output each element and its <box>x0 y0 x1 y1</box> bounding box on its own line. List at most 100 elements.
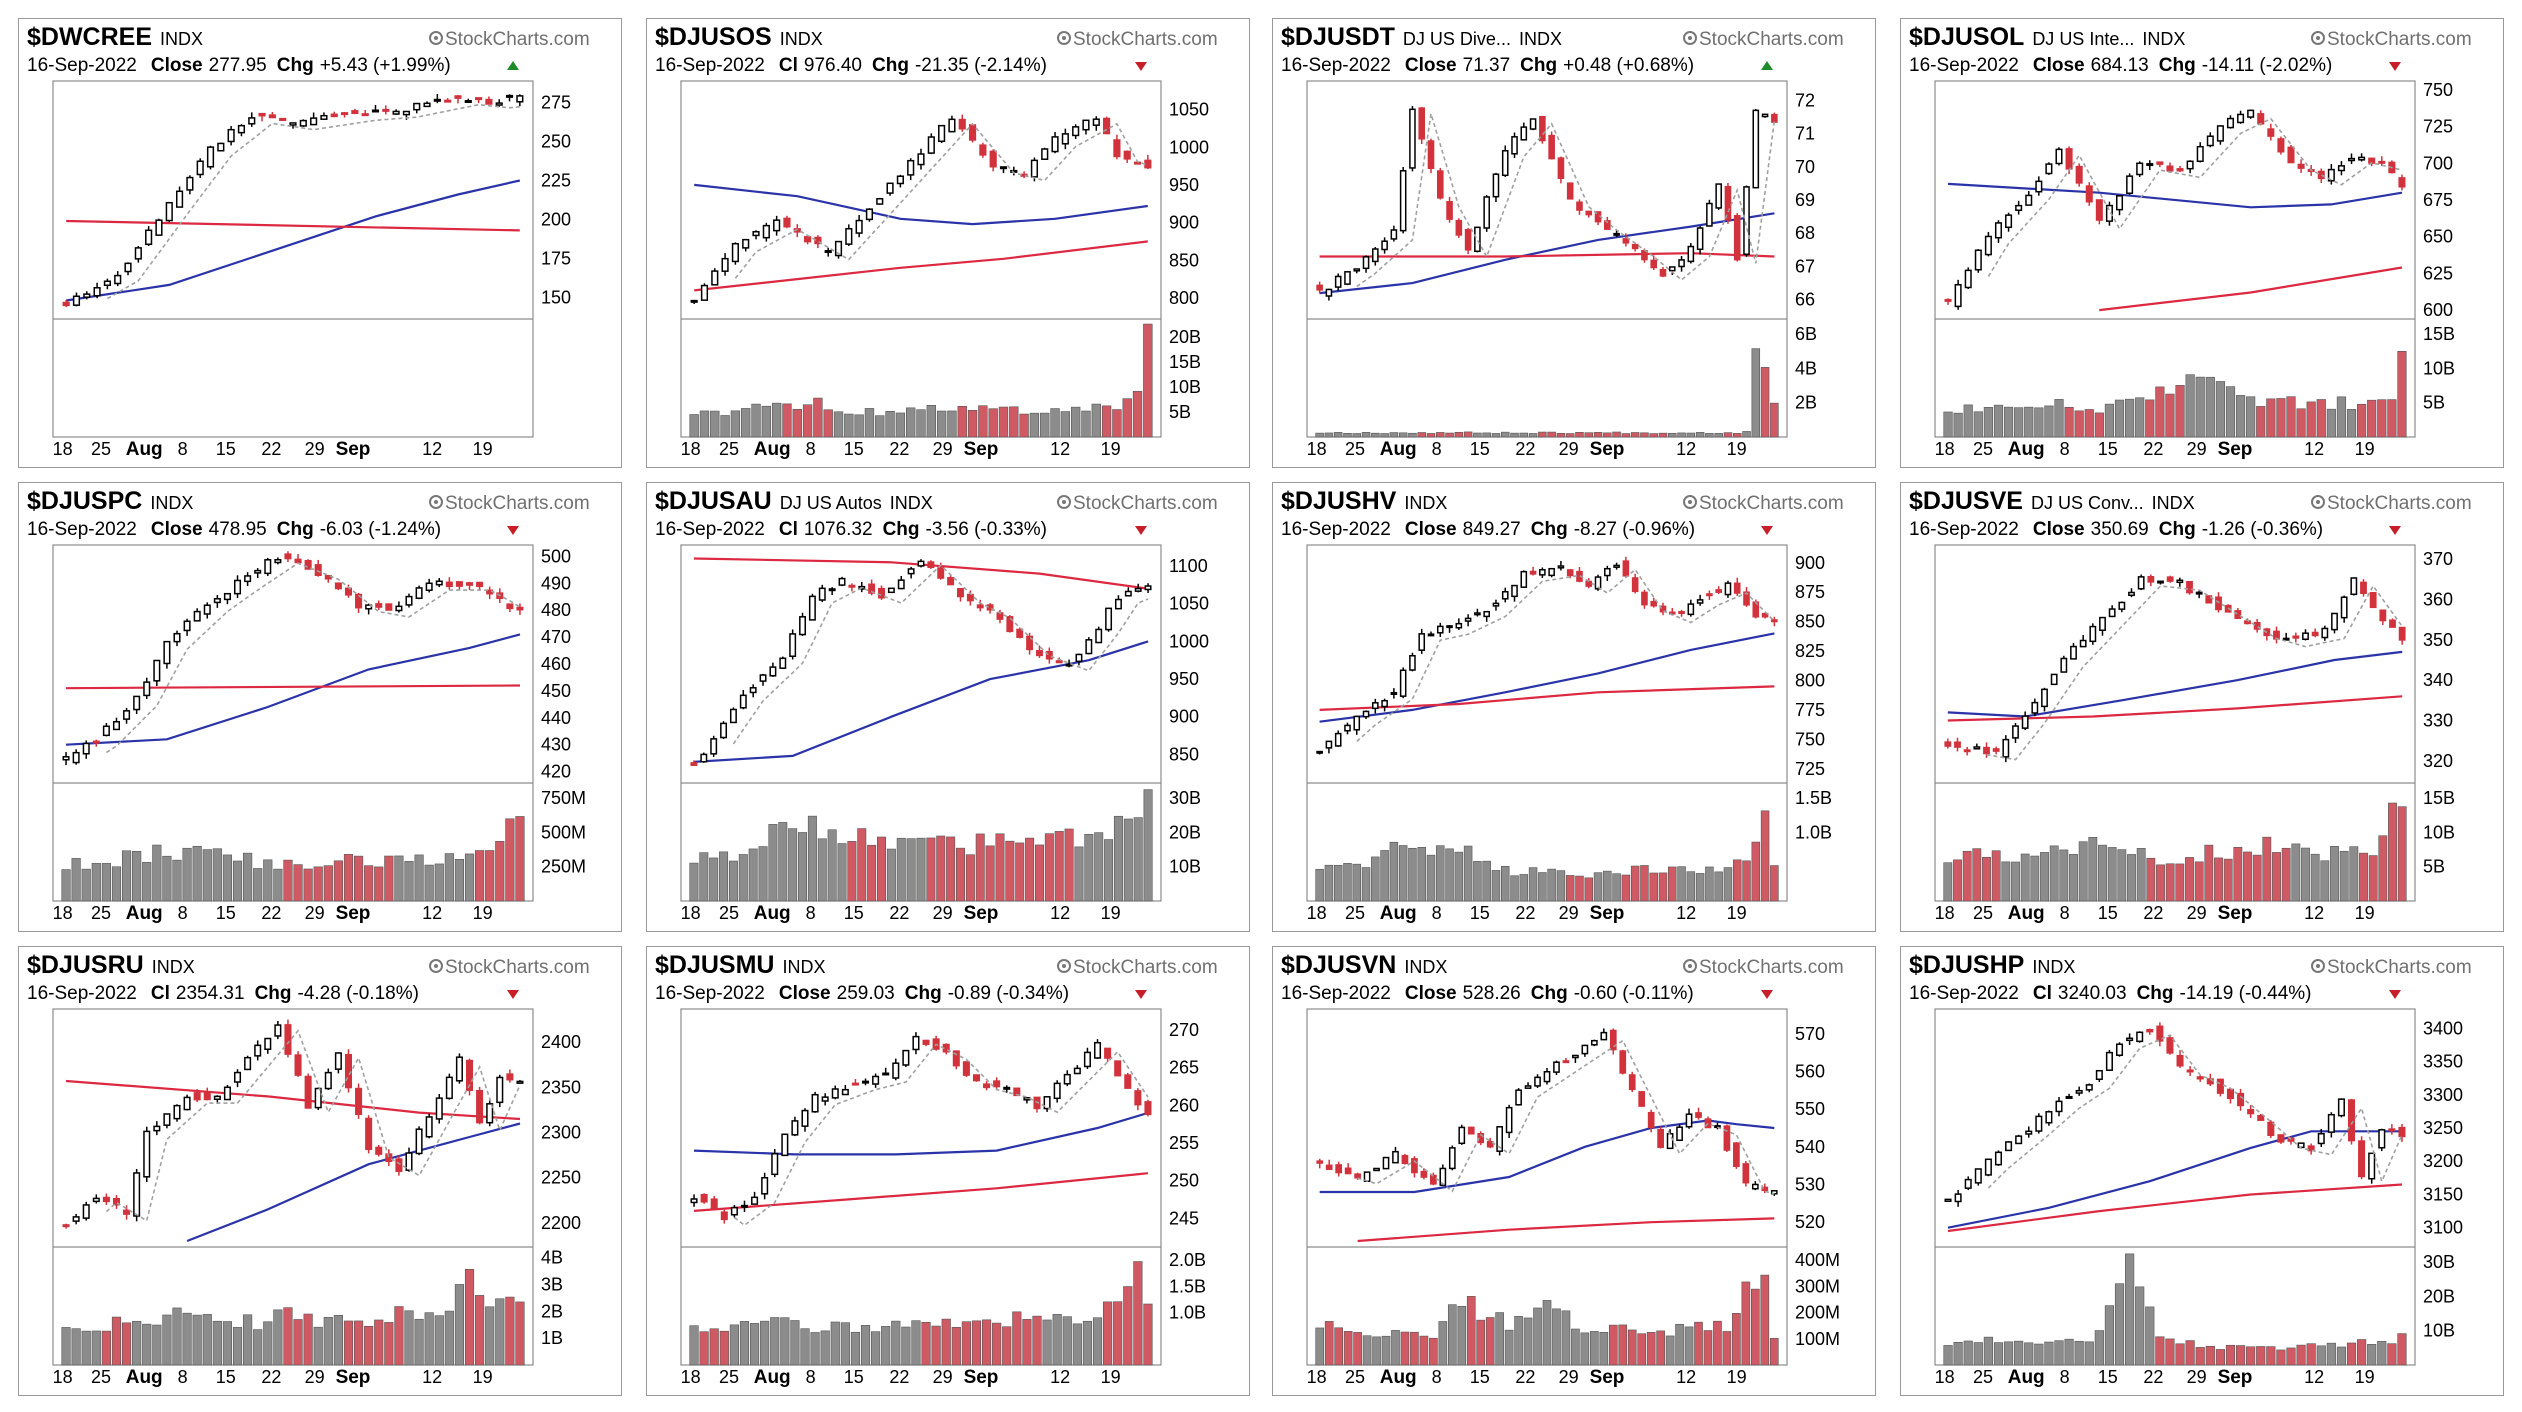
chart-panel-djusos[interactable]: $DJUSOS INDX StockCharts.com 16-Sep-2022 Cl 9… <box>646 18 1250 468</box>
volume-bar <box>333 1315 343 1366</box>
chart-panel-djushp[interactable]: $DJUSHP INDX StockCharts.com 16-Sep-2022 Cl 3… <box>1900 946 2504 1396</box>
chart-panel-djusdt[interactable]: $DJUSDT DJ US Dive... INDX StockCharts.com 1… <box>1272 18 1876 468</box>
index-name: DJ US Dive... <box>1403 29 1511 49</box>
price-tick-label: 69 <box>1795 190 1815 210</box>
volume-bar <box>1973 1342 1983 1366</box>
candle-body <box>93 287 101 297</box>
volume-bar <box>1400 1331 1410 1366</box>
volume-bar <box>955 847 965 902</box>
watermark-logo-dot <box>2316 36 2320 40</box>
candle-body <box>999 166 1008 170</box>
candle-body <box>690 762 698 766</box>
chart-panel-djuspc[interactable]: $DJUSPC INDX StockCharts.com 16-Sep-2022 Clo… <box>18 482 622 932</box>
candle-body <box>155 219 163 236</box>
volume-bar <box>699 410 710 438</box>
candle-body <box>1678 259 1685 268</box>
volume-bar <box>741 408 751 438</box>
volume-bar <box>895 412 906 438</box>
candle-body <box>206 146 215 168</box>
volume-bar <box>1547 868 1556 902</box>
volume-bar <box>2135 397 2145 438</box>
price-tick-label: 950 <box>1169 669 1199 689</box>
candle-body <box>1650 259 1658 269</box>
volume-bar <box>2310 853 2320 902</box>
volume-bar <box>936 410 947 438</box>
plot-frame <box>680 80 1162 438</box>
x-axis-label: 19 <box>2355 903 2375 923</box>
candle-body <box>1124 590 1132 597</box>
candle-body <box>193 610 201 622</box>
chart-panel-djusve[interactable]: $DJUSVE DJ US Conv... INDX StockCharts.com 1… <box>1900 482 2504 932</box>
price-tick-label: 265 <box>1169 1058 1199 1078</box>
candle-body <box>2045 1111 2053 1124</box>
volume-tick-label: 2.0B <box>1169 1250 1206 1270</box>
volume-bar <box>1649 872 1658 902</box>
volume-bar <box>995 833 1005 902</box>
volume-bar <box>182 847 192 902</box>
volume-bar <box>1760 810 1770 902</box>
candle-body <box>304 559 312 570</box>
volume-bar <box>1485 1317 1495 1366</box>
candle-body <box>1687 603 1695 616</box>
volume-bar <box>1333 432 1343 438</box>
candle-body <box>1362 256 1370 270</box>
candle-body <box>1373 1167 1380 1172</box>
x-axis-label: 29 <box>1559 1367 1579 1387</box>
volume-bar <box>1094 832 1104 902</box>
volume-bar <box>2214 857 2223 902</box>
price-tick-label: 900 <box>1169 707 1199 727</box>
volume-bar <box>788 828 798 902</box>
candle-body <box>274 558 282 564</box>
candle-body <box>749 687 757 694</box>
candle-body <box>2311 631 2319 637</box>
candle-body <box>114 274 122 285</box>
candle-body <box>1761 1186 1769 1192</box>
chart-panel-djusmu[interactable]: $DJUSMU INDX StockCharts.com 16-Sep-2022 Clo… <box>646 946 1250 1396</box>
candle-body <box>2379 609 2387 622</box>
candle-body <box>2244 620 2251 625</box>
candles <box>1316 1028 1778 1196</box>
chart-panel-djusvn[interactable]: $DJUSVN INDX StockCharts.com 16-Sep-2022 Clo… <box>1272 946 1876 1396</box>
volume-bar <box>2135 1286 2145 1366</box>
candle-body <box>425 582 433 592</box>
volume-bar <box>720 415 730 438</box>
x-axis-label: 29 <box>2187 1367 2207 1387</box>
candle-body <box>2358 1140 2366 1178</box>
candle-body <box>979 144 987 156</box>
candle-body <box>1724 582 1732 596</box>
candle-body <box>922 1039 930 1045</box>
x-axis-label: 8 <box>1432 1367 1442 1387</box>
change-label: Chg <box>872 55 909 76</box>
x-axis-label: 18 <box>53 439 73 459</box>
volume-bar <box>850 1331 861 1366</box>
volume-bar <box>1398 432 1408 438</box>
candle-body <box>516 606 524 611</box>
volume-bar <box>1538 431 1547 438</box>
candle-body <box>1505 1106 1513 1134</box>
candle-body <box>2146 163 2154 167</box>
candle-body <box>752 231 760 237</box>
candle-body <box>2389 619 2396 628</box>
candle-body <box>213 1095 221 1100</box>
chart-title: $DJUSOS INDX <box>655 23 823 51</box>
chart-panel-djusol[interactable]: $DJUSOL DJ US Inte... INDX StockCharts.com 1… <box>1900 18 2504 468</box>
chart-panel-djushv[interactable]: $DJUSHV INDX StockCharts.com 16-Sep-2022 Clo… <box>1272 482 1876 932</box>
volume-bar <box>2014 1340 2024 1366</box>
chart-panel-djusau[interactable]: $DJUSAU DJ US Autos INDX StockCharts.com 16-… <box>646 482 1250 932</box>
volume-bar <box>936 835 946 902</box>
chart-panel-dwcree[interactable]: $DWCREE INDX StockCharts.com 16-Sep-2022 Clo… <box>18 18 622 468</box>
price-summary: 16-Sep-2022 Cl 2354.31 Chg -4.28 (-0.18%) <box>27 983 419 1004</box>
volume-bar <box>323 1317 333 1366</box>
candle-body <box>2031 701 2039 714</box>
candle-body <box>1668 266 1676 272</box>
candle-body <box>2350 577 2358 596</box>
volume-bar <box>1640 432 1649 438</box>
volume-bar <box>2349 846 2359 902</box>
volume-bar <box>2291 843 2301 902</box>
close-label: Close <box>1405 55 1457 76</box>
candle-body <box>279 117 287 121</box>
candle-body <box>1483 196 1490 229</box>
candle-body <box>415 1128 423 1155</box>
chart-panel-djusru[interactable]: $DJUSRU INDX StockCharts.com 16-Sep-2022 Cl 2… <box>18 946 622 1396</box>
volume-bar <box>1714 433 1723 438</box>
